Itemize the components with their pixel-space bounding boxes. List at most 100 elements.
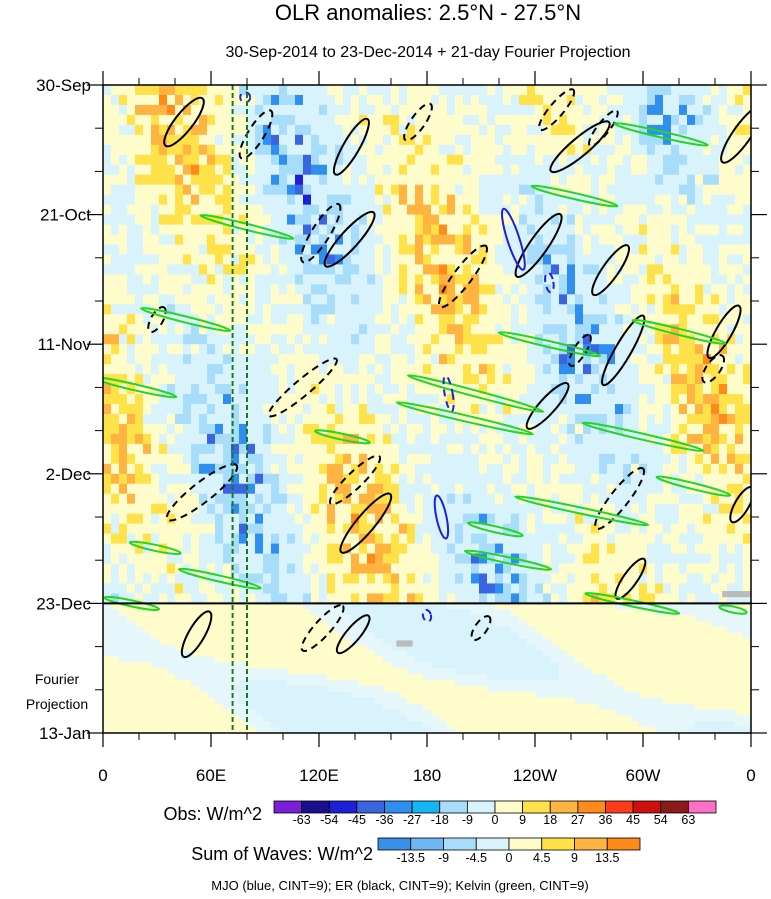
projection-cell (471, 638, 480, 646)
field-cell (247, 354, 256, 365)
projection-cell (695, 621, 704, 628)
field-cell (287, 394, 296, 405)
field-cell (223, 453, 232, 465)
field-cell (175, 364, 184, 375)
field-cell (511, 433, 520, 445)
field-cell (383, 374, 392, 385)
field-cell (327, 423, 336, 435)
projection-cell (447, 609, 456, 616)
field-cell (655, 284, 664, 295)
field-cell (663, 284, 672, 295)
field-cell (727, 334, 736, 345)
field-cell (631, 553, 640, 565)
field-cell (735, 134, 744, 146)
field-cell (191, 214, 200, 226)
projection-cell (607, 650, 616, 658)
field-cell (663, 473, 672, 485)
field-cell (487, 244, 496, 256)
field-cell (519, 473, 528, 485)
field-cell (327, 573, 336, 585)
field-cell (191, 394, 200, 405)
field-cell (319, 254, 328, 266)
field-cell (631, 294, 640, 305)
projection-cell (439, 621, 448, 628)
field-cell (255, 483, 264, 495)
field-cell (615, 384, 624, 395)
field-cell (399, 164, 408, 176)
field-cell (471, 453, 480, 465)
field-cell (119, 394, 128, 405)
field-cell (247, 144, 256, 156)
field-cell (511, 384, 520, 395)
projection-cell (591, 638, 600, 646)
field-cell (567, 154, 576, 166)
field-cell (135, 214, 144, 226)
field-cell (183, 334, 192, 345)
field-cell (199, 124, 208, 136)
field-cell (239, 194, 248, 206)
field-cell (423, 224, 432, 236)
field-cell (623, 463, 632, 475)
field-cell (135, 583, 144, 595)
field-cell (455, 553, 464, 565)
projection-cell (311, 615, 320, 622)
field-cell (423, 573, 432, 585)
field-cell (575, 304, 584, 315)
field-cell (703, 224, 712, 236)
field-cell (207, 433, 216, 445)
field-cell (647, 164, 656, 176)
field-cell (495, 274, 504, 285)
field-cell (415, 104, 424, 116)
field-cell (263, 413, 272, 425)
field-cell (615, 224, 624, 236)
projection-cell (503, 615, 512, 622)
field-cell (495, 503, 504, 515)
field-cell (207, 344, 216, 355)
field-cell (383, 404, 392, 415)
field-cell (295, 154, 304, 166)
field-cell (535, 294, 544, 305)
field-cell (679, 394, 688, 405)
field-cell (439, 104, 448, 116)
projection-cell (495, 603, 504, 610)
projection-cell (447, 638, 456, 646)
field-cell (583, 204, 592, 216)
field-cell (527, 85, 536, 96)
field-cell (263, 573, 272, 585)
field-cell (439, 553, 448, 565)
field-cell (383, 264, 392, 276)
field-cell (719, 443, 728, 455)
field-cell (207, 224, 216, 236)
projection-cell (703, 650, 712, 658)
field-cell (207, 394, 216, 405)
projection-cell (567, 603, 576, 610)
field-cell (711, 394, 720, 405)
field-cell (431, 314, 440, 325)
field-cell (591, 533, 600, 545)
field-cell (303, 214, 312, 226)
field-cell (743, 593, 751, 604)
field-cell (607, 244, 616, 256)
field-cell (439, 364, 448, 375)
field-cell (431, 234, 440, 246)
field-cell (551, 85, 560, 96)
field-cell (599, 553, 608, 565)
field-cell (151, 234, 160, 246)
field-cell (527, 224, 536, 236)
projection-cell (399, 626, 408, 634)
field-cell (207, 533, 216, 545)
field-cell (103, 164, 112, 176)
field-cell (503, 194, 512, 206)
projection-cell (615, 603, 624, 610)
field-cell (583, 483, 592, 495)
projection-cell (239, 650, 248, 658)
field-cell (719, 154, 728, 166)
field-cell (455, 443, 464, 455)
field-cell (399, 344, 408, 355)
field-cell (279, 154, 288, 166)
projection-cell (599, 603, 608, 610)
field-cell (223, 284, 232, 295)
field-cell (263, 583, 272, 595)
projection-cell (559, 621, 568, 628)
field-cell (479, 563, 488, 575)
